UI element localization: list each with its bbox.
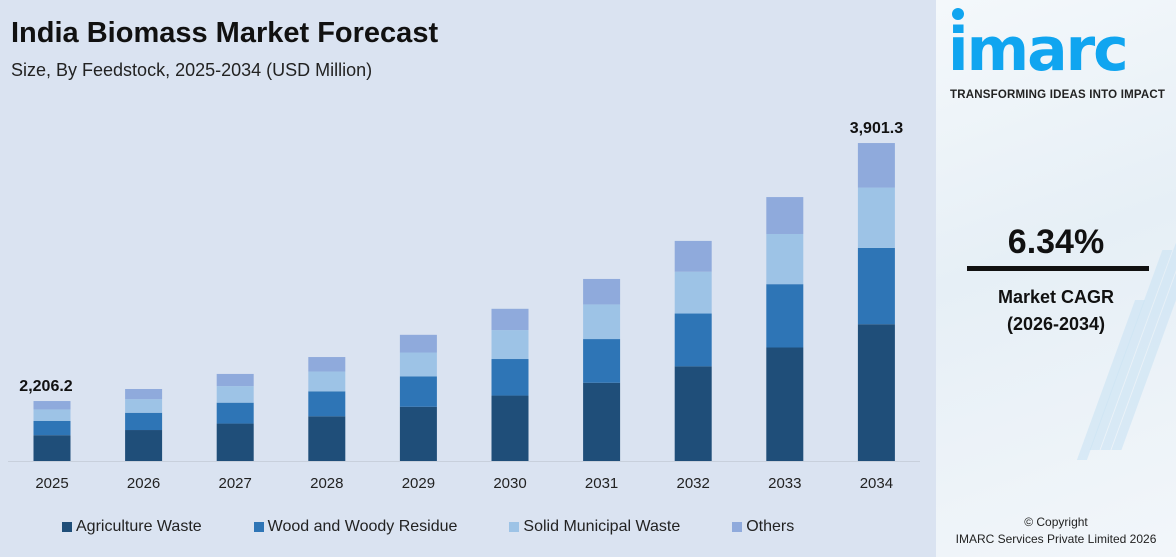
x-tick-label: 2034 xyxy=(860,475,893,492)
bar-segment-2030-3 xyxy=(491,308,529,331)
legend-swatch xyxy=(62,522,72,532)
bar-segment-2028-1 xyxy=(308,391,346,417)
logo-dot xyxy=(952,8,964,20)
bar-segment-2034-3 xyxy=(857,143,895,188)
bar-segment-2026-1 xyxy=(125,412,163,431)
bar-segment-2030-1 xyxy=(491,359,529,396)
bar-segment-2026-2 xyxy=(125,399,163,413)
legend-label: Others xyxy=(746,518,795,535)
bar-segment-2032-3 xyxy=(674,240,712,272)
legend-label: Wood and Woody Residue xyxy=(267,518,458,535)
bar-segment-2033-1 xyxy=(766,284,804,348)
bar-segment-2026-0 xyxy=(125,430,163,461)
x-tick-label: 2031 xyxy=(585,475,618,492)
cagr-label-line2: (2026-2034) xyxy=(1006,314,1106,334)
bar-segment-2031-0 xyxy=(583,382,621,461)
bar-segment-2026-3 xyxy=(125,389,163,400)
bar-segment-2031-2 xyxy=(583,304,621,340)
bar-segment-2029-3 xyxy=(399,334,437,353)
bar-segment-2025-1 xyxy=(33,420,71,436)
cagr-divider xyxy=(967,266,1149,271)
imarc-logo: imarc xyxy=(948,20,1127,80)
page-title: India Biomass Market Forecast xyxy=(11,17,439,49)
total-label-2034: 3,901.3 xyxy=(850,120,903,137)
bar-segment-2025-3 xyxy=(33,401,71,410)
legend-item: Agriculture Waste xyxy=(62,518,202,536)
bar-segment-2030-0 xyxy=(491,395,529,461)
copyright-line2: IMARC Services Private Limited 2026 xyxy=(955,532,1157,546)
bar-segment-2028-0 xyxy=(308,416,346,461)
legend-swatch xyxy=(253,522,264,532)
bar-segment-2027-3 xyxy=(216,373,254,387)
bar-segment-2034-0 xyxy=(857,324,895,461)
bar-segment-2028-3 xyxy=(308,357,346,372)
bar-segment-2034-1 xyxy=(857,247,895,325)
bar-segment-2029-1 xyxy=(399,376,437,407)
x-tick-label: 2030 xyxy=(493,475,526,492)
tagline: TRANSFORMING IDEAS INTO IMPACT xyxy=(950,89,1166,101)
cagr-value: 6.34% xyxy=(1007,223,1105,261)
legend: Agriculture Waste Wood and Woody Residue S… xyxy=(62,518,846,536)
bar-segment-2028-2 xyxy=(308,371,346,392)
total-label-2025: 2,206.2 xyxy=(19,378,72,395)
bar-segment-2027-1 xyxy=(216,402,254,424)
x-tick-label: 2025 xyxy=(35,475,68,492)
bar-segment-2029-2 xyxy=(399,352,437,377)
x-tick-label: 2033 xyxy=(768,475,801,492)
legend-label: Agriculture Waste xyxy=(76,518,202,535)
legend-label: Solid Municipal Waste xyxy=(523,518,681,535)
bar-segment-2033-2 xyxy=(766,233,804,285)
chart-subtitle: Size, By Feedstock, 2025-2034 (USD Milli… xyxy=(11,60,373,80)
bar-segment-2027-0 xyxy=(216,423,254,461)
bar-segment-2031-1 xyxy=(583,339,621,383)
bar-segment-2025-0 xyxy=(33,435,71,461)
legend-item: Solid Municipal Waste xyxy=(509,518,680,536)
legend-swatch xyxy=(509,522,520,532)
bar-segment-2027-2 xyxy=(216,386,254,403)
cagr-label-line1: Market CAGR xyxy=(997,287,1115,307)
bar-segment-2032-2 xyxy=(674,271,712,314)
x-tick-label: 2029 xyxy=(402,475,435,492)
cagr-label: Market CAGR (2026-2034) xyxy=(936,284,1176,338)
legend-swatch xyxy=(732,522,743,532)
x-tick-label: 2032 xyxy=(677,475,710,492)
stacked-bar-chart: 2025 2,206.2 2026 2027 2028 2029 2030 2031 2032 2… xyxy=(8,120,920,492)
brand-panel: imarc TRANSFORMING IDEAS INTO IMPACT 6.3… xyxy=(936,0,1176,557)
bar-segment-2029-0 xyxy=(399,406,437,461)
legend-item: Wood and Woody Residue xyxy=(253,518,458,536)
x-tick-label: 2026 xyxy=(127,475,160,492)
bar-segment-2032-0 xyxy=(674,366,712,461)
bar-segment-2032-1 xyxy=(674,313,712,367)
bar-segment-2034-2 xyxy=(857,187,895,248)
legend-item: Others xyxy=(732,518,794,536)
bar-segment-2033-3 xyxy=(766,197,804,234)
copyright-line1: © Copyright xyxy=(1024,515,1088,529)
x-tick-label: 2028 xyxy=(310,475,343,492)
x-tick-label: 2027 xyxy=(219,475,252,492)
chart-panel: India Biomass Market Forecast Size, By F… xyxy=(8,17,920,536)
bar-segment-2033-0 xyxy=(766,347,804,461)
bar-segment-2031-3 xyxy=(583,278,621,305)
bar-segment-2025-2 xyxy=(33,409,71,421)
copyright: © Copyright IMARC Services Private Limit… xyxy=(936,514,1176,548)
bar-segment-2030-2 xyxy=(491,330,529,360)
